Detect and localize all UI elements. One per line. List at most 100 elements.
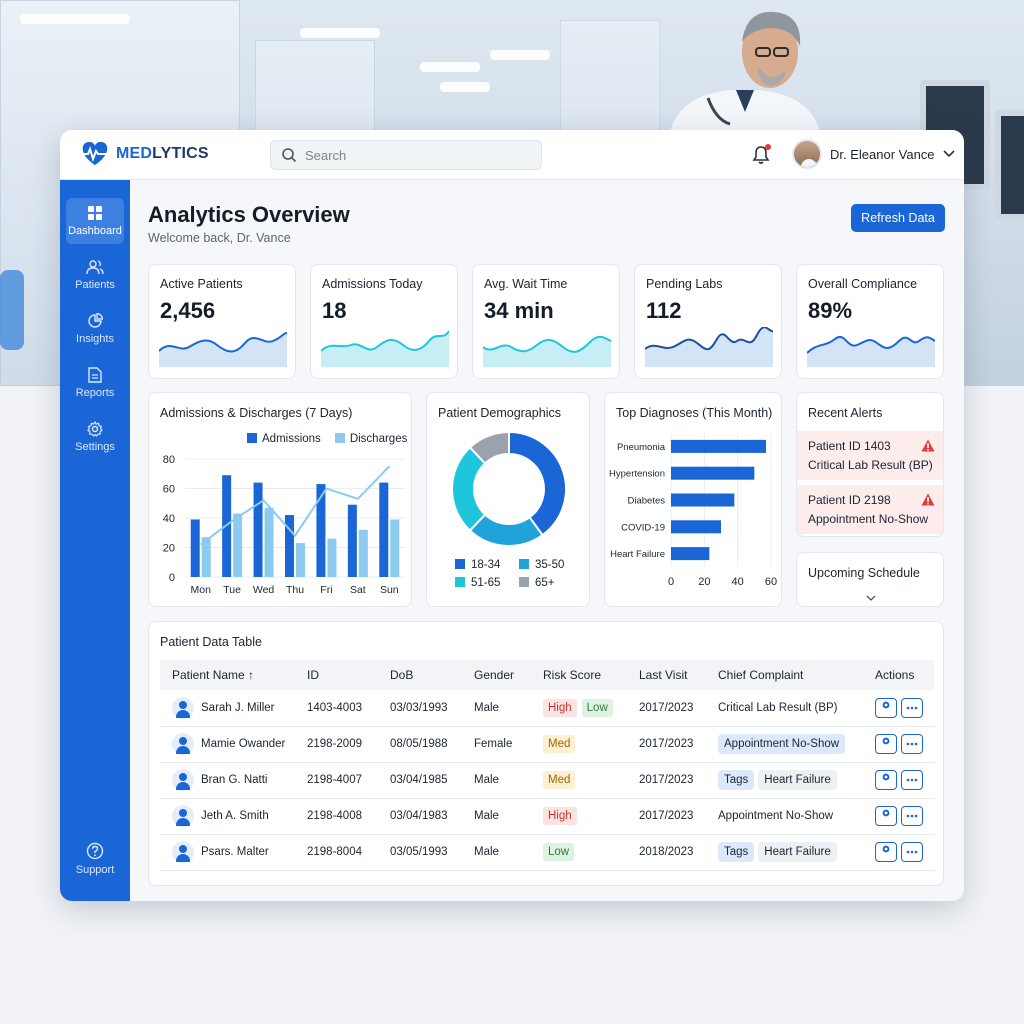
settings-action-button[interactable] xyxy=(875,697,897,718)
legend-swatch xyxy=(455,577,465,587)
discharges-bar[interactable] xyxy=(264,507,274,577)
admissions-bar[interactable] xyxy=(190,519,200,577)
diagnosis-bar[interactable] xyxy=(671,466,755,480)
settings-action-button[interactable] xyxy=(875,734,897,754)
diagnosis-bar[interactable] xyxy=(671,520,721,534)
kpi-value: 18 xyxy=(322,298,347,323)
legend-item-admissions: Admissions xyxy=(247,433,321,445)
discharges-bar[interactable] xyxy=(296,543,305,577)
table-row[interactable]: Bran G. Natti 2198-4007 03/04/1985 Male Med 2… xyxy=(160,762,934,799)
sidebar-item-patients[interactable]: Patients xyxy=(66,252,124,298)
chevron-down-icon[interactable] xyxy=(866,595,876,601)
kpi-card-pending-labs[interactable]: Pending Labs 112 xyxy=(634,264,782,379)
table-row[interactable]: Psars. Malter 2198-8004 03/05/1993 Male Low 2… xyxy=(160,834,934,871)
column-header-last-visit[interactable]: Last Visit xyxy=(627,660,706,690)
sidebar-item-dashboard[interactable]: Dashboard xyxy=(66,198,124,244)
more-options-button[interactable] xyxy=(901,697,923,718)
app-logo[interactable]: MEDLYTICS xyxy=(80,141,209,167)
more-options-button[interactable] xyxy=(901,770,923,790)
column-header-dob[interactable]: DoB xyxy=(378,660,462,690)
last-visit-cell: 2017/2023 xyxy=(627,798,706,835)
table-row[interactable]: Jeth A. Smith 2198-4008 03/04/1983 Male High… xyxy=(160,798,934,835)
x-tick-label: Mon xyxy=(190,584,211,596)
page-title: Analytics Overview xyxy=(148,202,350,227)
column-header-id[interactable]: ID xyxy=(295,660,378,690)
upcoming-schedule-card[interactable]: Upcoming Schedule xyxy=(796,552,944,607)
discharges-bar[interactable] xyxy=(233,513,243,577)
donut-slice-18-34[interactable] xyxy=(508,430,567,537)
kpi-card-avg-wait-time[interactable]: Avg. Wait Time 34 min xyxy=(472,264,620,379)
kpi-sparkline xyxy=(807,336,935,367)
diagnosis-bar[interactable] xyxy=(671,547,710,561)
more-options-button[interactable] xyxy=(901,842,923,862)
more-options-button[interactable] xyxy=(901,806,923,826)
patient-name-cell[interactable]: Sarah J. Miller xyxy=(160,690,295,727)
last-visit-cell: 2017/2023 xyxy=(627,726,706,763)
patient-name-cell[interactable]: Jeth A. Smith xyxy=(160,798,295,835)
risk-badge: Med xyxy=(543,735,576,753)
patient-name-cell[interactable]: Psars. Malter xyxy=(160,834,295,871)
sidebar-item-support[interactable]: Support xyxy=(66,836,124,882)
alert-item[interactable]: Patient ID 1403 Critical Lab Result (BP) xyxy=(797,431,943,480)
refresh-data-button[interactable]: Refresh Data xyxy=(851,204,945,232)
discharges-bar[interactable] xyxy=(327,538,337,577)
admissions-bar[interactable] xyxy=(347,504,357,577)
complaint-tag: Tags xyxy=(718,770,755,790)
column-header-chief-complaint[interactable]: Chief Complaint xyxy=(706,660,863,690)
alert-item[interactable]: Patient ID 2198 Appointment No-Show xyxy=(797,485,943,534)
patient-avatar-icon xyxy=(172,805,194,827)
patient-avatar-icon xyxy=(172,696,194,719)
column-header-patient-name[interactable]: Patient Name ↑ xyxy=(160,660,295,690)
donut-slice-51-65[interactable] xyxy=(451,446,487,532)
column-header-risk-score[interactable]: Risk Score xyxy=(531,660,627,690)
doctor-figure xyxy=(670,11,820,132)
complaint-tag: Heart Failure xyxy=(758,770,837,790)
settings-action-button[interactable] xyxy=(875,842,897,862)
risk-badge: Low xyxy=(581,698,613,717)
more-options-button[interactable] xyxy=(901,734,923,754)
x-tick-label: 60 xyxy=(765,576,777,588)
sidebar-item-insights[interactable]: Insights xyxy=(66,306,124,352)
notifications-button[interactable] xyxy=(752,144,771,170)
settings-action-button[interactable] xyxy=(875,806,897,826)
patient-gender-cell: Male xyxy=(462,762,531,799)
discharges-bar[interactable] xyxy=(201,537,211,577)
table-row[interactable]: Mamie Owander 2198-2009 08/05/1988 Female Me… xyxy=(160,726,934,763)
user-menu[interactable]: Dr. Eleanor Vance xyxy=(792,139,955,169)
patient-name-cell[interactable]: Bran G. Natti xyxy=(160,762,295,799)
search-box[interactable] xyxy=(270,140,542,170)
donut-slice-65+[interactable] xyxy=(468,430,510,465)
diagnosis-bar[interactable] xyxy=(671,493,735,507)
patient-name: Sarah J. Miller xyxy=(201,701,275,714)
sidebar-item-settings[interactable]: Settings xyxy=(66,414,124,460)
complaint-tag: Tags xyxy=(718,842,755,862)
table-row[interactable]: Sarah J. Miller 1403-4003 03/03/1993 Male Hi… xyxy=(160,690,934,727)
settings-action-button[interactable] xyxy=(875,770,897,790)
x-tick-label: Wed xyxy=(253,584,275,596)
legend-item: 18-34 xyxy=(455,559,519,571)
admissions-bar[interactable] xyxy=(253,482,263,577)
risk-badge: Low xyxy=(543,843,575,861)
schedule-title: Upcoming Schedule xyxy=(808,566,920,580)
discharges-bar[interactable] xyxy=(390,519,400,577)
kpi-card-overall-compliance[interactable]: Overall Compliance 89% xyxy=(796,264,944,379)
discharges-bar[interactable] xyxy=(358,529,368,577)
admissions-bar[interactable] xyxy=(316,484,326,577)
column-header-gender[interactable]: Gender xyxy=(462,660,531,690)
sidebar-item-reports[interactable]: Reports xyxy=(66,360,124,406)
x-tick-label: Tue xyxy=(223,584,241,596)
diagnosis-bar[interactable] xyxy=(671,439,766,453)
kpi-sparkline xyxy=(321,330,449,367)
legend-label: Discharges xyxy=(349,433,408,445)
patient-gender-cell: Male xyxy=(462,798,531,835)
pie-chart-icon xyxy=(88,313,103,328)
admissions-bar[interactable] xyxy=(379,482,389,577)
sidebar-item-label: Dashboard xyxy=(68,225,122,237)
admissions-bar[interactable] xyxy=(285,515,294,577)
warning-icon xyxy=(921,439,935,452)
patient-name-cell[interactable]: Mamie Owander xyxy=(160,726,295,763)
kpi-card-active-patients[interactable]: Active Patients 2,456 xyxy=(148,264,296,379)
search-input[interactable] xyxy=(305,147,525,163)
alert-body: Appointment No-Show xyxy=(808,512,929,526)
kpi-card-admissions-today[interactable]: Admissions Today 18 xyxy=(310,264,458,379)
